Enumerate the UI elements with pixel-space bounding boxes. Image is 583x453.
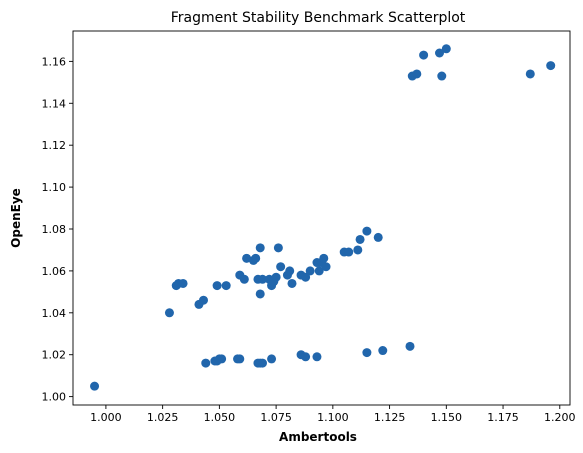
data-point (255, 289, 265, 299)
data-point (164, 308, 174, 318)
data-point (305, 266, 315, 276)
data-point (419, 50, 429, 60)
data-point (257, 274, 267, 284)
x-tick-label: 1.175 (487, 411, 519, 424)
data-point (287, 278, 297, 288)
data-point (242, 253, 252, 263)
data-point (239, 274, 249, 284)
y-tick-label: 1.12 (42, 139, 67, 152)
y-axis-label: OpenEye (9, 188, 23, 248)
y-tick-label: 1.02 (42, 349, 67, 362)
data-point (90, 381, 100, 391)
data-point (257, 358, 267, 368)
data-point (321, 262, 331, 272)
data-point (221, 281, 231, 291)
data-point (373, 232, 383, 242)
data-point (273, 243, 283, 253)
x-tick-label: 1.075 (260, 411, 292, 424)
x-tick-label: 1.125 (374, 411, 406, 424)
data-point (255, 243, 265, 253)
data-point (312, 352, 322, 362)
data-point (405, 341, 415, 351)
data-point (344, 247, 354, 257)
y-tick-label: 1.10 (42, 181, 67, 194)
data-point (301, 352, 311, 362)
data-point (441, 44, 451, 54)
data-point (437, 71, 447, 81)
y-tick-label: 1.00 (42, 391, 67, 404)
data-point (546, 61, 556, 71)
x-tick-label: 1.050 (204, 411, 236, 424)
data-point (378, 346, 388, 356)
data-points (90, 44, 556, 391)
data-point (301, 272, 311, 282)
x-tick-label: 1.150 (431, 411, 463, 424)
data-point (178, 278, 188, 288)
x-tick-label: 1.200 (544, 411, 576, 424)
data-point (362, 348, 372, 358)
data-point (412, 69, 422, 79)
y-tick-label: 1.16 (42, 55, 67, 68)
x-axis-ticks: 1.000 1.025 1.050 1.075 1.100 1.125 1.150 1.175… (90, 405, 576, 424)
data-point (212, 281, 222, 291)
y-tick-label: 1.06 (42, 265, 67, 278)
data-point (198, 295, 208, 305)
y-tick-label: 1.14 (42, 97, 67, 110)
plot-frame (72, 30, 571, 406)
data-point (285, 266, 295, 276)
x-tick-label: 1.025 (147, 411, 179, 424)
data-point (267, 354, 277, 364)
data-point (435, 48, 445, 58)
y-tick-label: 1.04 (42, 307, 67, 320)
chart-title: Fragment Stability Benchmark Scatterplot (171, 10, 466, 26)
data-point (201, 358, 211, 368)
y-axis-ticks: 1.00 1.02 1.04 1.06 1.08 1.10 1.12 1.14 1.16 (42, 55, 73, 404)
data-point (276, 262, 286, 272)
data-point (251, 253, 261, 263)
data-point (319, 253, 329, 263)
data-point (525, 69, 535, 79)
y-tick-label: 1.08 (42, 223, 67, 236)
data-point (362, 226, 372, 236)
data-point (355, 234, 365, 244)
x-tick-label: 1.000 (90, 411, 122, 424)
data-point (353, 245, 363, 255)
plot-area (72, 30, 571, 406)
data-point (271, 272, 281, 282)
data-point (314, 266, 324, 276)
x-axis-label: Ambertools (279, 430, 357, 444)
data-point (235, 354, 245, 364)
data-point (217, 354, 227, 364)
x-tick-label: 1.100 (317, 411, 349, 424)
